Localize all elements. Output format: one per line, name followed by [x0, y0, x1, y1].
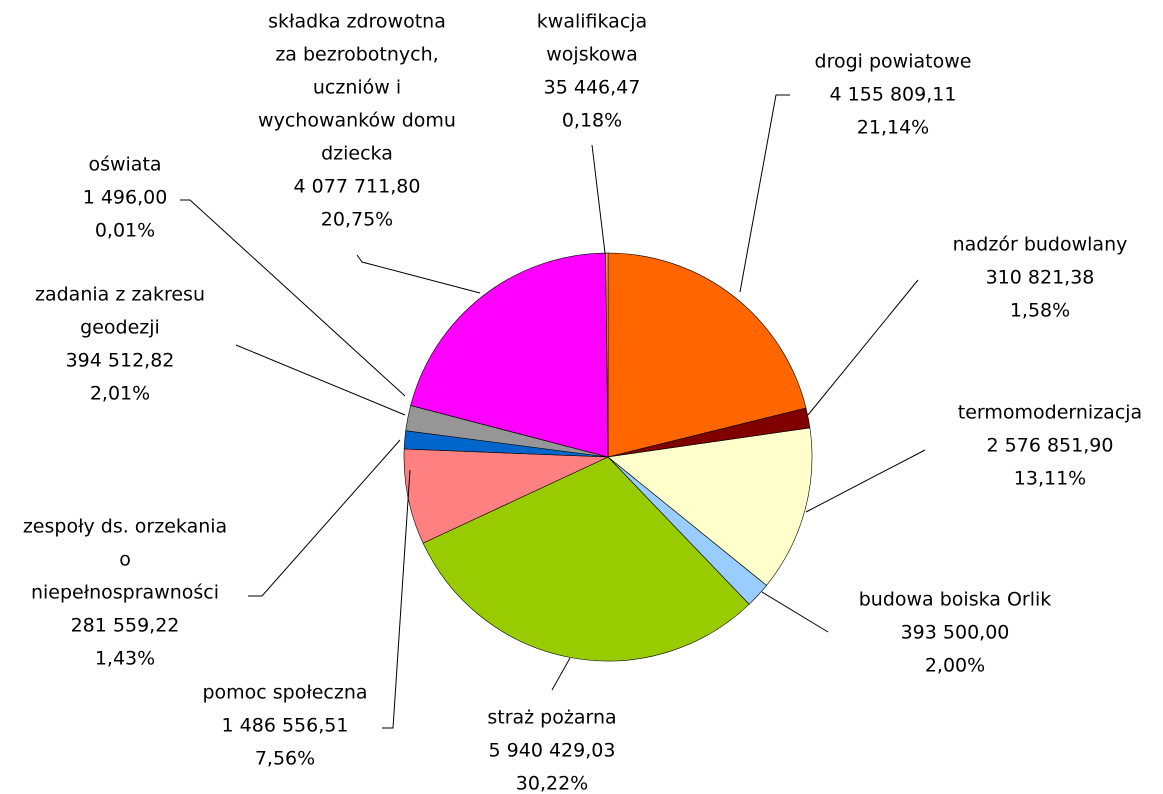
leader-line [180, 199, 406, 397]
percent-label: 30,22% [516, 773, 588, 794]
value-label: 281 559,22 [71, 615, 180, 637]
percent-label: 1,43% [95, 648, 155, 670]
percent-label: 1,58% [1010, 300, 1070, 322]
value-label: 2 576 851,90 [987, 435, 1114, 457]
pie-slice [605, 252, 609, 458]
leader-line [807, 279, 919, 416]
slice-label: pomoc społeczna [202, 682, 367, 704]
value-label: 4 155 809,11 [830, 84, 957, 106]
leader-line [739, 94, 790, 293]
percent-label: 0,01% [95, 220, 155, 242]
slice-label: drogi powiatowe [815, 51, 972, 73]
leader-line [805, 449, 926, 513]
pie-slice [410, 252, 609, 458]
leader-line [591, 144, 606, 254]
pie-slice [607, 427, 813, 586]
slice-label: uczniów i [313, 77, 401, 99]
slice-label: o [119, 549, 131, 571]
value-label: 1 486 556,51 [222, 715, 349, 737]
slice-label: geodezji [80, 317, 160, 339]
leader-line [551, 657, 571, 691]
slice-label: wojskowa [546, 44, 637, 66]
value-label: 4 077 711,80 [294, 176, 421, 198]
percent-label: 2,01% [90, 383, 150, 405]
leader-line [382, 469, 411, 729]
slice-label: wychowanków domu [258, 110, 456, 132]
value-label: 310 821,38 [986, 267, 1095, 289]
slice-label: budowa boiska Orlik [859, 589, 1052, 611]
value-label: 1 496,00 [83, 187, 168, 209]
slice-label: oświata [88, 154, 161, 176]
value-label: 35 446,47 [544, 77, 641, 99]
pie-slice [607, 252, 807, 458]
slice-label: termomodernizacja [958, 402, 1142, 424]
value-label: 393 500,00 [901, 622, 1010, 644]
percent-label: 20,75% [321, 209, 393, 231]
slice-label: niepełnosprawności [31, 582, 219, 604]
leader-line [356, 254, 481, 294]
slice-label: dziecka [321, 143, 393, 165]
leader-line [248, 439, 401, 597]
value-label: 394 512,82 [66, 350, 175, 372]
slice-label: zespoły ds. orzekania [23, 516, 227, 538]
slice-label: składka zdrowotna [268, 11, 446, 33]
leader-line [235, 344, 406, 416]
percent-label: 13,11% [1014, 468, 1086, 490]
slice-label: kwalifikacja [537, 11, 647, 33]
slice-label: straż pożarna [487, 707, 616, 729]
slice-label: za bezrobotnych, [275, 44, 438, 66]
slice-label: zadania z zakresu [35, 284, 205, 306]
slice-label: nadzór budowlany [953, 234, 1128, 256]
percent-label: 21,14% [857, 117, 929, 139]
pie-slice [422, 456, 750, 662]
percent-label: 7,56% [255, 748, 315, 770]
leader-line [761, 591, 829, 633]
value-label: 5 940 429,03 [489, 740, 616, 762]
percent-label: 2,00% [925, 655, 985, 677]
percent-label: 0,18% [562, 110, 622, 132]
